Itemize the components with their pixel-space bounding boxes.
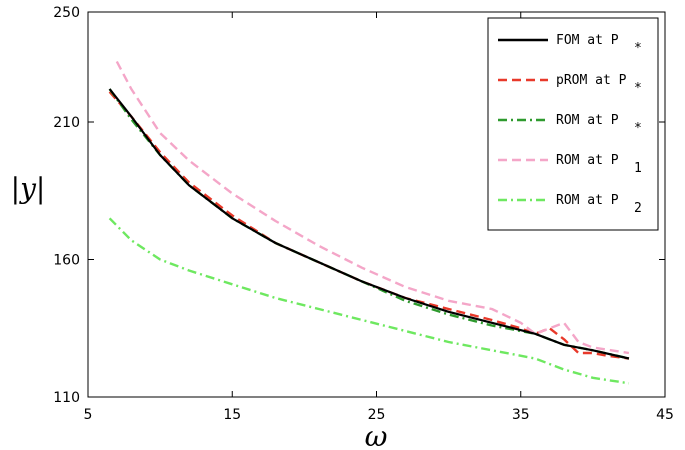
series-line-1 <box>108 91 630 360</box>
legend: FOM at P * pROM at P * ROM at P * ROM at P 1 ROM… <box>487 17 659 231</box>
legend-label-4: ROM at P <box>556 193 619 208</box>
legend-subscript-3: 1 <box>634 161 642 176</box>
legend-subscript-0: * <box>634 41 642 56</box>
legend-subscript-1: * <box>634 81 642 96</box>
legend-label-3: ROM at P <box>556 153 619 168</box>
y-axis-label: |y| <box>11 172 46 205</box>
y-tick-label: 160 <box>53 253 80 269</box>
series-layer <box>108 60 630 385</box>
legend-label-1: pROM at P <box>556 73 627 88</box>
y-tick-label: 210 <box>53 115 80 131</box>
series-line-4 <box>108 217 630 385</box>
y-tick-label: 250 <box>53 5 80 21</box>
x-axis-label: ω <box>365 420 388 450</box>
legend-box <box>487 17 659 231</box>
x-tick-label: 35 <box>512 407 530 423</box>
x-tick-label: 15 <box>223 407 241 423</box>
x-tick-label: 5 <box>84 407 93 423</box>
legend-label-2: ROM at P <box>556 113 619 128</box>
ticks-layer: 5 15 25 35 45 110 160 210 250 <box>53 5 674 423</box>
x-tick-label: 25 <box>368 407 386 423</box>
x-tick-label: 45 <box>656 407 674 423</box>
legend-subscript-2: * <box>634 121 642 136</box>
series-line-0 <box>108 88 630 360</box>
legend-label-0: FOM at P <box>556 33 619 48</box>
legend-subscript-4: 2 <box>634 201 642 216</box>
y-tick-label: 110 <box>53 390 80 406</box>
series-line-3 <box>115 60 630 355</box>
